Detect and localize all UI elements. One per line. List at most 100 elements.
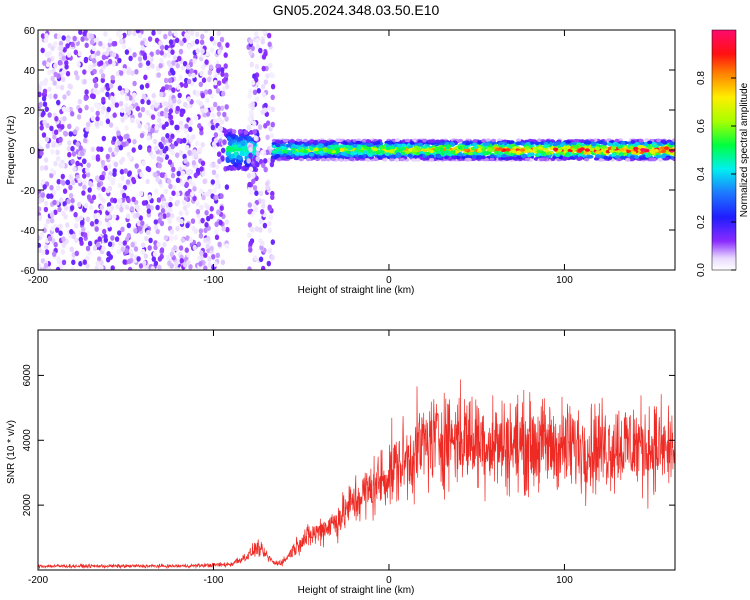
spectrogram-cell [65,43,70,49]
spectrogram-cell [254,63,260,70]
spectrogram-cell [365,139,371,143]
spectrogram-cell [175,191,180,197]
spectrogram-cell [74,223,79,229]
spectrogram-cell [131,176,136,183]
spectrogram-cell [99,60,104,66]
spectrogram-cell [250,101,255,107]
spectrogram-cell [185,190,190,197]
spectrogram-cell [44,249,50,255]
spectrogram-cell [267,204,272,211]
spectrogram-cell [147,194,152,200]
spectrogram-cell [215,88,221,94]
spectrogram-cell [258,47,263,54]
spectrogram-cell [655,154,661,159]
spectrogram-xtick-label: 0 [386,275,392,286]
spectrogram-cell [140,45,145,51]
spectrogram-cell [208,64,214,70]
spectrogram-cell [659,146,665,150]
spectrogram-cell [97,236,102,242]
spectrogram-cell [136,220,142,227]
spectrogram-cell [64,238,69,244]
spectrogram-cell [318,143,324,147]
spectrogram-cell [39,150,44,156]
spectrogram-cell [73,70,79,76]
spectrogram-cell [633,146,639,151]
spectrogram-cell [508,156,514,160]
spectrogram-cell [210,124,215,131]
spectrogram-cell [88,65,93,72]
spectrogram-cell [44,244,49,250]
spectrogram-cell [198,101,203,107]
spectrogram-cell [105,153,111,160]
spectrogram-cell [133,246,139,252]
snr-ytick-label: 2000 [22,494,33,517]
spectrogram-cell [167,30,173,37]
spectrogram-cell [138,190,144,197]
spectrogram-cell [158,62,163,69]
spectrogram-cell [159,247,165,253]
spectrogram-cell [128,95,133,101]
spectrogram-cell [70,266,75,270]
spectrogram-cell [191,72,196,79]
spectrogram-cell [50,75,55,82]
spectrogram-cell [168,207,173,213]
spectrogram-cell [55,227,60,233]
spectrogram-cell [205,204,211,211]
spectrogram-cell [198,228,204,234]
spectrogram-cell [515,138,522,142]
spectrogram-cell [135,105,141,112]
spectrogram-cell [154,37,160,44]
spectrogram-cell [294,152,300,156]
spectrogram-cell [225,226,230,233]
spectrogram-cell [142,260,147,266]
spectrogram-cell [199,250,204,256]
spectrogram-cell [198,147,203,153]
spectrogram-cell [163,101,169,107]
spectrogram-cell [638,139,644,143]
spectrogram-cell [382,158,388,162]
snr-series-line [38,379,675,570]
spectrogram-cell [144,40,149,47]
spectrogram-cell [159,172,164,178]
snr-xtick-label: -100 [203,575,223,586]
spectrogram-cell [367,153,373,157]
spectrogram-cell [168,108,173,114]
spectrogram-cell [178,210,184,216]
spectrogram-cell [274,139,280,144]
spectrogram-cell [153,171,158,178]
spectrogram-cell [189,68,194,74]
spectrogram-cell [88,204,94,211]
spectrogram-cell [214,221,219,228]
spectrogram-cell [146,64,151,71]
spectrogram-cell [70,197,75,204]
spectrogram-cell [82,78,87,85]
spectrogram-cell [202,178,207,185]
spectrogram-cell [105,91,110,98]
spectrogram-cell [155,49,161,55]
spectrogram-cell [211,112,216,119]
spectrogram-cell [190,191,195,197]
spectrogram-cell [491,138,497,143]
spectrogram-cell [54,116,59,122]
spectrogram-cell [203,252,208,258]
spectrogram-cell [375,150,381,155]
spectrogram-cell [352,144,358,148]
spectrogram-cell [417,142,423,147]
spectrogram-cell [314,157,321,162]
spectrogram-cell [58,51,64,57]
spectrogram-cell [195,140,200,147]
spectrogram-cell [150,114,156,120]
spectrogram-cell [449,142,456,146]
colorbar-tick-label: 0.0 [696,263,707,277]
spectrogram-cell [199,39,205,45]
spectrogram-cell [157,162,162,169]
spectrogram-cell [266,260,271,267]
spectrogram-cell [78,260,83,267]
spectrogram-cell [188,178,193,185]
spectrogram-cell [140,220,145,226]
spectrogram-cell [179,258,184,264]
spectrogram-cell [42,227,47,234]
spectrogram-cell [591,142,597,147]
spectrogram-y-axis: 60 40 20 0 -20 -40 -60 [21,26,675,277]
spectrogram-cell [106,106,111,113]
